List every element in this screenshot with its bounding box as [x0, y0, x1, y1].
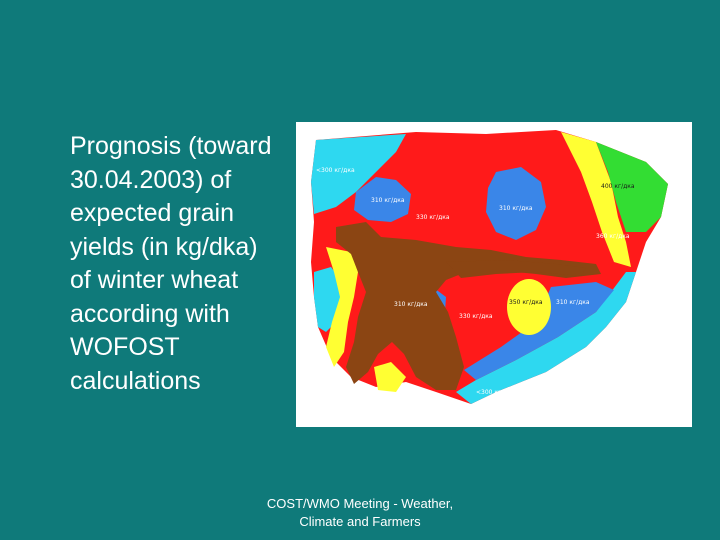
zone-cyan-nw — [311, 134, 406, 214]
zone-yellow-sw — [374, 362, 406, 392]
slide-footer: COST/WMO Meeting - Weather, Climate and … — [230, 495, 490, 531]
zone-blue-nw — [354, 177, 411, 222]
zone-green-ne — [596, 142, 668, 232]
zone-label-1: <300 кг/дка — [316, 167, 355, 174]
zone-yellow-ne — [561, 132, 631, 267]
zone-label-5: 400 кг/дка — [601, 183, 635, 190]
zone-label-8: 330 кг/дка — [459, 313, 493, 320]
bulgaria-yield-map: <300 кг/дка 310 кг/дка 330 кг/дка 310 кг… — [311, 130, 668, 404]
zone-label-4: 310 кг/дка — [499, 205, 533, 212]
zone-label-11: <300 кг/дка — [476, 389, 515, 396]
zone-cyan-east — [456, 272, 636, 404]
zone-blue-nc — [486, 167, 546, 240]
zone-label-3: 330 кг/дка — [416, 214, 450, 221]
zone-yellow-west — [326, 247, 358, 367]
footer-line-1: COST/WMO Meeting - Weather, — [266, 496, 454, 511]
zone-yellow-center — [507, 279, 551, 335]
slide-body-text: Prognosis (toward 30.04.2003) of expecte… — [70, 132, 272, 395]
zone-label-7: 310 кг/дка — [394, 301, 428, 308]
zone-label-10: 310 кг/дка — [556, 299, 590, 306]
zone-label-6: 360 кг/дка — [596, 233, 630, 240]
footer-line-2: Climate and Farmers — [299, 514, 421, 529]
yield-map: <300 кг/дка 310 кг/дка 330 кг/дка 310 кг… — [296, 122, 692, 427]
zone-brown-east-ridge — [446, 260, 586, 278]
zone-label-9: 350 кг/дка — [509, 299, 543, 306]
zone-label-2: 310 кг/дка — [371, 197, 405, 204]
